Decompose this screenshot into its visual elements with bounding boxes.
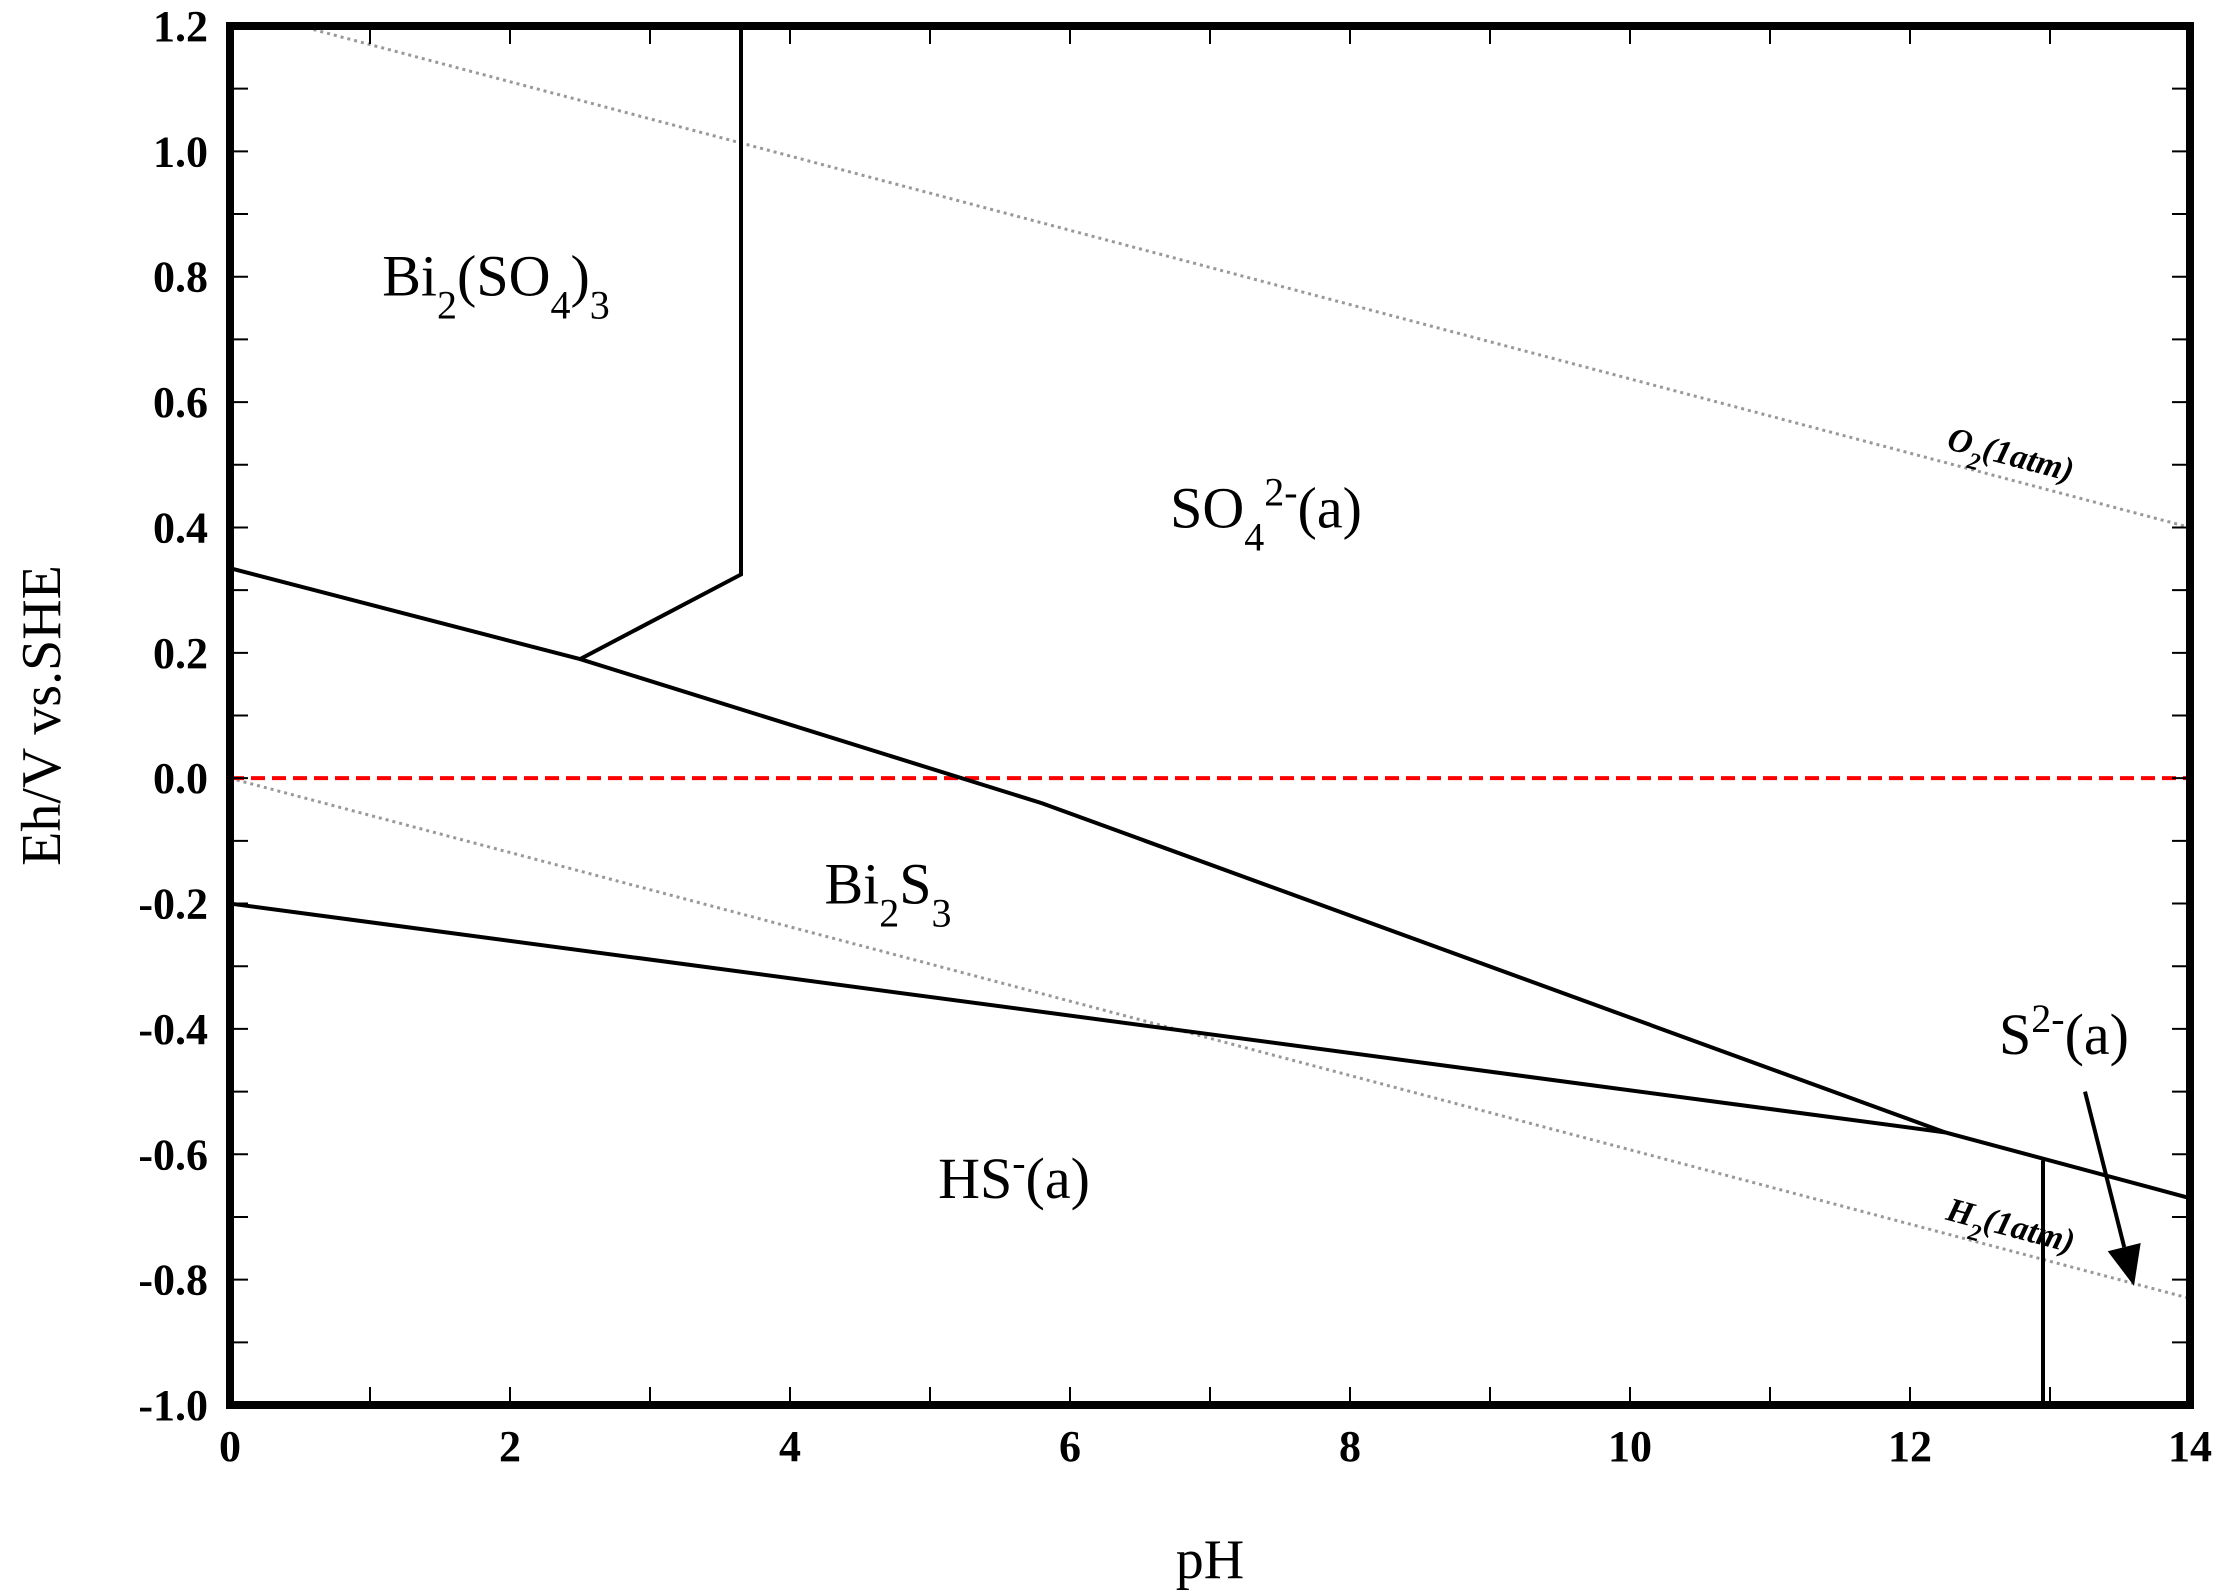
x-tick-label: 12 — [1888, 1422, 1932, 1471]
region-label: Bi2(SO4)3 — [382, 244, 610, 328]
y-tick-label: 1.2 — [153, 2, 208, 51]
y-tick-label: 0.4 — [153, 503, 208, 552]
x-tick-label: 4 — [779, 1422, 801, 1471]
y-tick-label: 0.2 — [153, 629, 208, 678]
x-tick-label: 10 — [1608, 1422, 1652, 1471]
x-tick-labels: 0 2 4 6 8 10 12 14 — [219, 1422, 2212, 1471]
y-tick-label: 0.0 — [153, 754, 208, 803]
x-tick-label: 0 — [219, 1422, 241, 1471]
annotation-arrow-head — [2107, 1242, 2141, 1286]
tick-marks — [229, 25, 2191, 1406]
reference-line-h2 — [229, 776, 2191, 1300]
y-tick-label: -0.8 — [138, 1256, 208, 1305]
axes: 0 2 4 6 8 10 12 14 -1.0 -0.8 -0.6 -0.4 -0.2 0.0 0.2 0.… — [11, 2, 2212, 1591]
x-axis-title: pH — [1176, 1529, 1244, 1591]
y-tick-label: -1.0 — [138, 1381, 208, 1430]
annotations — [2083, 1091, 2141, 1286]
reference-lines: O2(1atm) H2(1atm) — [229, 24, 2191, 1300]
y-tick-label: -0.6 — [138, 1130, 208, 1179]
x-tick-label: 6 — [1059, 1422, 1081, 1471]
y-tick-label: 0.8 — [153, 253, 208, 302]
phase-boundary-3 — [229, 901, 1946, 1135]
y-tick-label: 1.0 — [153, 127, 208, 176]
plot-frame — [226, 22, 2194, 1409]
y-tick-label: -0.4 — [138, 1005, 208, 1054]
region-labels: Bi2(SO4)3 SO42-(a) Bi2S3 HS-(a) S2-(a) — [382, 244, 2129, 1212]
phase-boundaries — [229, 26, 2191, 1405]
x-tick-label: 2 — [499, 1422, 521, 1471]
y-tick-label: -0.2 — [138, 880, 208, 929]
region-label: S2-(a) — [1999, 995, 2129, 1067]
phase-boundary-2 — [579, 26, 743, 661]
phase-boundary-1 — [229, 566, 2191, 1201]
y-tick-labels: -1.0 -0.8 -0.6 -0.4 -0.2 0.0 0.2 0.4 0.6 0.8 1.0 1.… — [138, 2, 208, 1430]
annotation-arrow-line — [2083, 1091, 2127, 1248]
x-tick-label: 14 — [2168, 1422, 2212, 1471]
reference-line-label: O2(1atm) — [1941, 421, 2078, 501]
region-label: HS-(a) — [938, 1140, 1090, 1212]
y-tick-label: 0.6 — [153, 378, 208, 427]
y-axis-title: Eh/V vs.SHE — [11, 565, 73, 866]
x-tick-label: 8 — [1339, 1422, 1361, 1471]
reference-line-label: H2(1atm) — [1939, 1191, 2079, 1271]
region-label: SO42-(a) — [1170, 469, 1362, 559]
region-label: Bi2S3 — [824, 852, 951, 936]
